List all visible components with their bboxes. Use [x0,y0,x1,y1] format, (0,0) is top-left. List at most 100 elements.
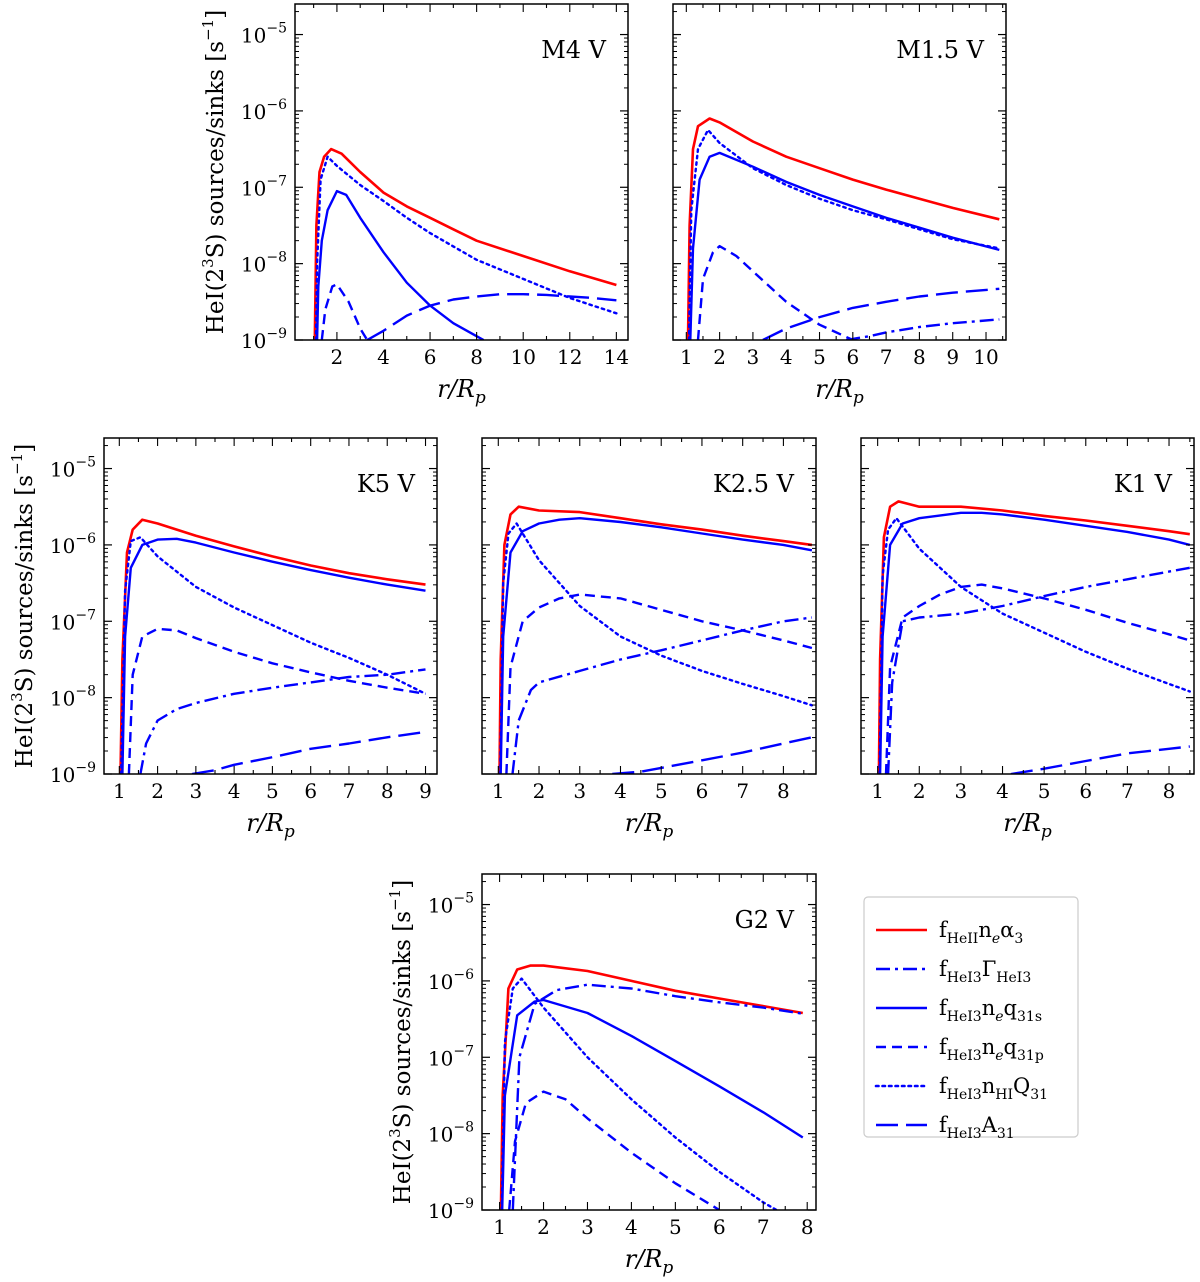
series-line [511,983,803,1210]
x-tick-label: 9 [419,779,432,803]
x-tick-label: 6 [424,345,437,369]
panel-title: G2 V [735,906,795,934]
panel-title: M4 V [541,36,606,64]
panel-title: K2.5 V [713,470,795,498]
y-tick-label: 10−8 [428,1120,474,1147]
x-tick-label: 6 [713,1215,726,1239]
y-tick-label: 10−9 [50,760,96,787]
x-tick-label: 6 [846,345,859,369]
y-tick-label: 10−6 [241,97,287,124]
x-tick-label: 7 [757,1215,770,1239]
x-tick-label: 10 [510,345,535,369]
panels: 10−910−810−710−610−52 4 6 8 10 12 14r/RpHeI(23… [8,3,1195,1278]
x-tick-label: 4 [614,779,627,803]
y-axis-label: HeI(23S) sources/sinks [s−1] [386,880,416,1204]
series-line [877,500,1190,774]
x-axis-label: r/Rp [625,809,674,842]
series-line [689,151,1000,340]
legend-label: fHeI3A31 [939,1113,1015,1142]
y-tick-label: 10−6 [428,967,474,994]
x-tick-label: 1 [680,345,693,369]
x-tick-label: 1 [113,779,126,803]
series-line [511,616,813,774]
x-tick-label: 4 [780,345,793,369]
y-tick-label: 10−7 [241,173,287,200]
series-line [139,668,426,774]
x-tick-label: 2 [913,779,926,803]
series-line [508,1090,720,1210]
x-tick-label: 4 [228,779,241,803]
x-tick-label: 5 [655,779,668,803]
x-tick-label: 1 [871,779,884,803]
x-tick-label: 14 [604,345,629,369]
series-line [501,998,804,1210]
x-tick-label: 10 [973,345,998,369]
series-line [612,736,813,774]
x-tick-label: 2 [533,779,546,803]
x-tick-label: 9 [946,345,959,369]
y-axis-label: HeI(23S) sources/sinks [s−1] [199,10,229,334]
series-line [314,155,618,340]
series-line [1010,745,1190,774]
x-tick-label: 8 [381,779,394,803]
x-tick-label: 7 [1121,779,1134,803]
y-axis-label: HeI(23S) sources/sinks [s−1] [8,444,38,768]
x-tick-label: 4 [377,345,390,369]
y-tick-label: 10−8 [241,250,287,277]
x-tick-label: 1 [492,779,505,803]
series-line [127,627,426,774]
legend-label: fHeI3nHIQ31 [939,1074,1048,1103]
x-tick-label: 5 [669,1215,682,1239]
x-tick-label: 2 [331,345,344,369]
series-line [884,583,1191,774]
plot-frame [481,873,817,1211]
series-line [315,189,485,340]
x-tick-label: 2 [537,1215,550,1239]
series-line [686,117,1000,340]
panel-1: 10−9 10−8 10−7 10−6 10−5 2 4 6 8 10 12 14 r/Rp HeI(23… [199,3,629,408]
series-line [121,537,426,774]
series-line [886,566,1191,774]
x-tick-label: 5 [266,779,279,803]
y-tick-label: 10−6 [50,531,96,558]
y-tick-label: 10−5 [50,455,96,482]
legend-box [863,896,1079,1138]
series-line [878,517,1191,774]
x-tick-label: 6 [304,779,317,803]
legend-label: fHeI3neq31p [939,1035,1044,1064]
panel-6: 10−9 10−8 10−7 10−6 10−5 1 2 3 4 5 6 7 8 r/Rp HeI(23S)… [386,873,817,1278]
series-line [499,964,804,1210]
y-tick-label: 10−7 [50,607,96,634]
x-tick-label: 3 [747,345,760,369]
x-tick-label: 3 [581,1215,594,1239]
y-tick-label: 10−5 [428,891,474,918]
series-line [498,505,813,774]
x-tick-label: 12 [557,345,582,369]
x-axis-label: r/Rp [815,375,864,408]
x-tick-label: 3 [189,779,202,803]
panel-4: 1 2 3 4 5 6 7 8 r/Rp K2.5 V [481,437,817,842]
series-line [499,522,814,774]
plot-frame [103,437,438,775]
legend: fHeIIneα3 fHeI3ΓHeI3 fHeI3neq31s fHeI3neq31… [863,896,1079,1142]
series-line [320,283,369,340]
y-tick-label: 10−5 [241,21,287,48]
legend-label: fHeI3neq31s [939,996,1042,1025]
x-tick-label: 8 [470,345,483,369]
series-line [191,730,426,774]
x-tick-label: 3 [955,779,968,803]
x-tick-label: 7 [880,345,893,369]
y-tick-label: 10−8 [50,684,96,711]
series-line [313,147,617,340]
legend-label: fHeI3ΓHeI3 [939,957,1031,986]
plot-frame [672,3,1007,341]
panel-3: 10−9 10−8 10−7 10−6 10−5 1 2 3 4 5 6 7 8 9 r/Rp HeI(23S… [8,437,438,842]
x-tick-label: 1 [493,1215,506,1239]
x-tick-label: 7 [736,779,749,803]
plot-frame [481,437,817,775]
panel-title: K1 V [1114,470,1173,498]
x-axis-label: r/Rp [437,375,486,408]
x-tick-label: 8 [913,345,926,369]
series-line [500,977,778,1210]
